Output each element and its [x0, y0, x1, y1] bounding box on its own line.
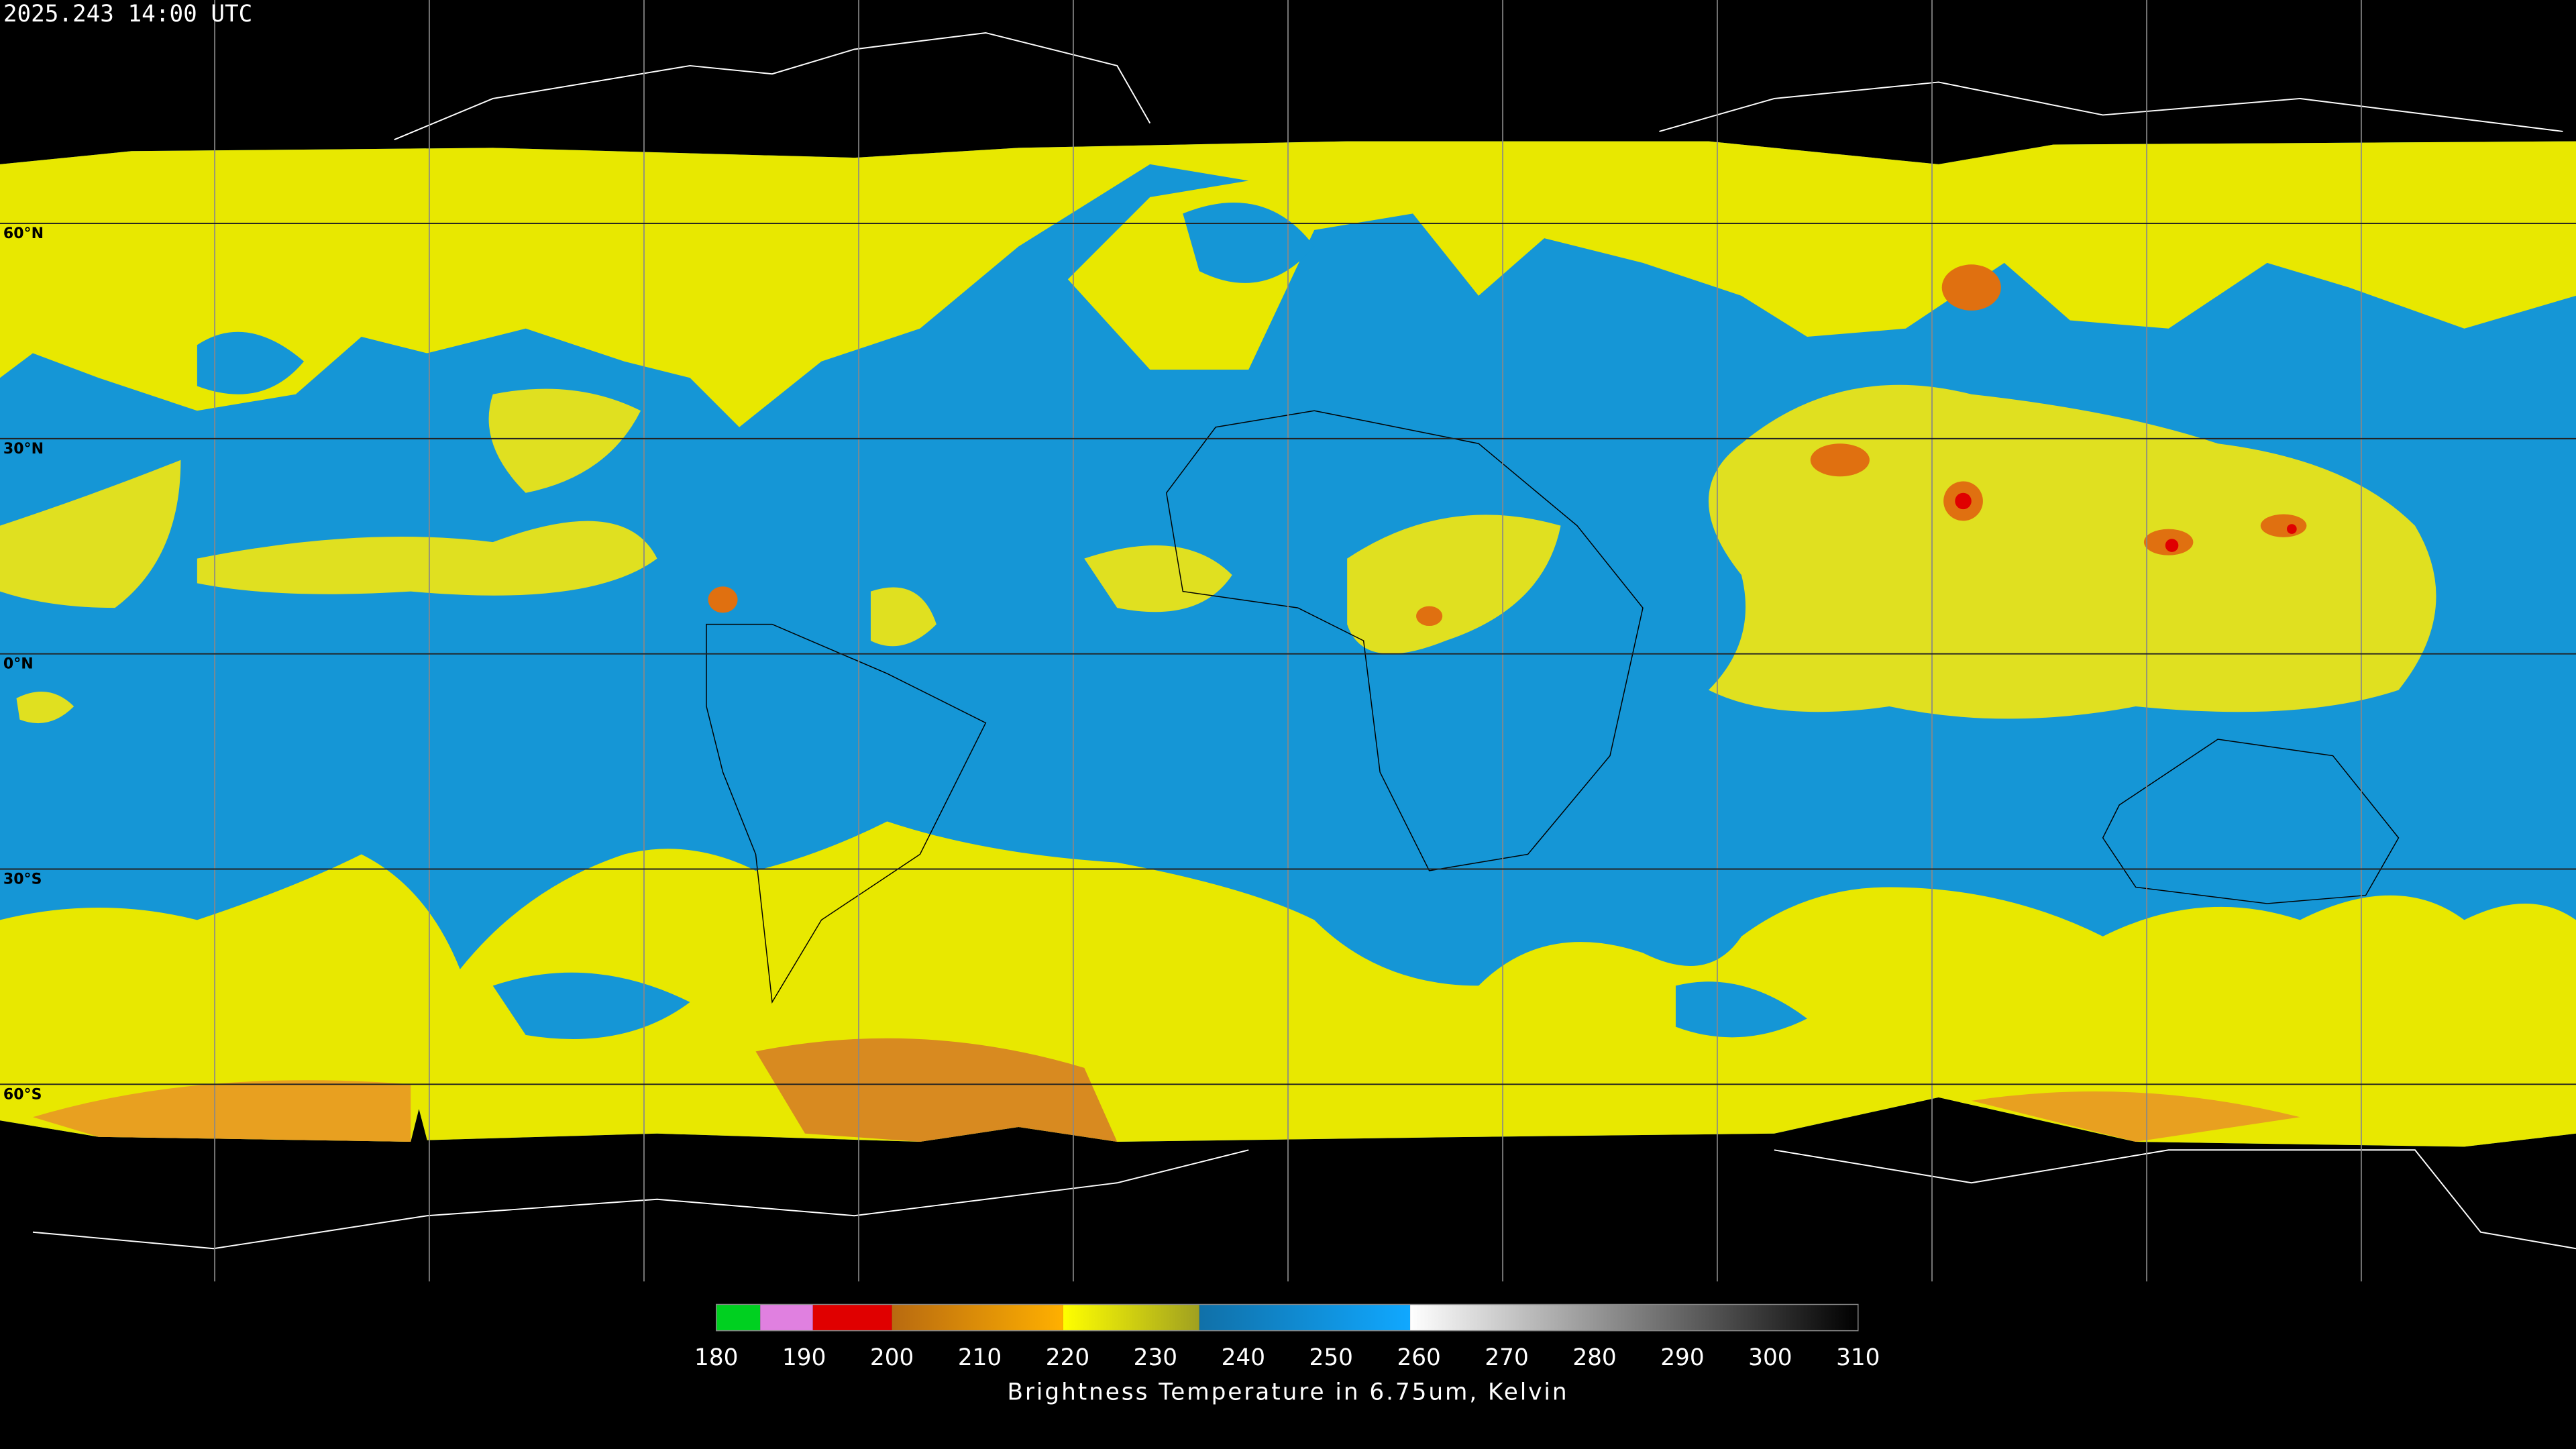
colorbar-tick-label: 280: [1572, 1344, 1616, 1371]
colorbar-tick-label: 270: [1485, 1344, 1528, 1371]
colorbar-tick-label: 300: [1748, 1344, 1792, 1371]
colorbar-segment: [760, 1304, 813, 1331]
coldest-tops: [1955, 492, 2297, 552]
convection: [1347, 515, 1561, 654]
dry-tongue: [492, 972, 690, 1039]
latitude-label: 60°N: [3, 225, 44, 242]
coastline: [1165, 410, 1644, 871]
cell: [2260, 514, 2307, 537]
coastline: [32, 1149, 1249, 1250]
latitude-label: 0°N: [3, 656, 34, 673]
colorbar-tick-label: 250: [1309, 1344, 1353, 1371]
convection: [0, 460, 181, 608]
colorbar-tick-label: 230: [1134, 1344, 1177, 1371]
longitude-grid: [214, 0, 2362, 1282]
colorbar: 180 190 200 210 220 230 240 250 260 270 280 290 300 3…: [694, 1303, 1880, 1371]
convection: [870, 587, 936, 647]
colorbar-segment: [892, 1304, 1063, 1331]
convection: [1084, 545, 1232, 612]
latitude-grid: 60°N 30°N 0°N 30°S 60°S: [0, 223, 2576, 1103]
latitude-label: 30°N: [3, 441, 44, 458]
colorbar-tick-label: 260: [1397, 1344, 1440, 1371]
coastline: [1774, 1149, 2576, 1250]
convection: [488, 388, 641, 493]
coastline: [1659, 81, 2563, 132]
cell: [1955, 492, 1972, 510]
convection: [197, 521, 657, 596]
cell: [2165, 539, 2179, 552]
cold-region: [32, 1080, 411, 1142]
dry-swirl: [197, 331, 305, 394]
colorbar-tick-label: 200: [870, 1344, 914, 1371]
cell: [2286, 524, 2297, 534]
dry-swirl: [1183, 203, 1315, 283]
colorbar-tick-label: 240: [1222, 1344, 1265, 1371]
timestamp: 2025.243 14:00 UTC: [3, 1, 252, 28]
colorbar-segment: [1410, 1304, 1858, 1331]
colorbar-tick-label: 220: [1046, 1344, 1089, 1371]
cell: [708, 586, 738, 613]
dry-tongue: [1675, 981, 1807, 1038]
coastline: [2102, 739, 2400, 904]
convection: [16, 692, 74, 724]
coastline: [706, 623, 987, 1004]
colorbar-segment: [1063, 1304, 1199, 1331]
cell: [1810, 443, 1870, 477]
colorbar-tick-label: 180: [694, 1344, 738, 1371]
colorbar-tick-label: 290: [1660, 1344, 1704, 1371]
cell: [1416, 606, 1443, 627]
cold-region: [1971, 1091, 2300, 1142]
colorbar-segment: [716, 1304, 761, 1331]
colorbar-tick-label: 190: [782, 1344, 826, 1371]
latitude-label: 30°S: [3, 871, 42, 888]
convection-asia: [1708, 384, 2436, 719]
colorbar-frame: [716, 1303, 1859, 1332]
colorbar-tick-label: 210: [958, 1344, 1002, 1371]
cell: [1941, 264, 2001, 311]
colorbar-segment: [812, 1304, 892, 1331]
cold-region: [755, 1038, 1118, 1142]
colorbar-segment: [1199, 1304, 1411, 1331]
latitude-label: 60°S: [3, 1086, 42, 1103]
colorbar-title: Brightness Temperature in 6.75um, Kelvin: [1007, 1379, 1568, 1406]
colorbar-tick-label: 310: [1836, 1344, 1880, 1371]
